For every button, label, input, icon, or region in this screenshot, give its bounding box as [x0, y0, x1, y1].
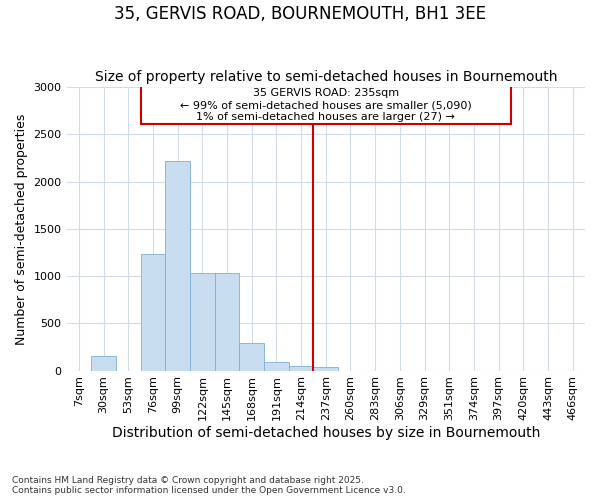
- Title: Size of property relative to semi-detached houses in Bournemouth: Size of property relative to semi-detach…: [95, 70, 557, 85]
- Text: Contains HM Land Registry data © Crown copyright and database right 2025.
Contai: Contains HM Land Registry data © Crown c…: [12, 476, 406, 495]
- Bar: [264, 362, 289, 370]
- Text: 35 GERVIS ROAD: 235sqm: 35 GERVIS ROAD: 235sqm: [253, 88, 399, 98]
- Bar: [289, 366, 313, 370]
- Bar: [215, 273, 239, 370]
- Bar: [91, 356, 116, 370]
- Text: 1% of semi-detached houses are larger (27) →: 1% of semi-detached houses are larger (2…: [196, 112, 455, 122]
- Bar: [239, 342, 264, 370]
- FancyBboxPatch shape: [140, 86, 511, 124]
- Bar: [165, 161, 190, 370]
- Y-axis label: Number of semi-detached properties: Number of semi-detached properties: [15, 113, 28, 344]
- Bar: [313, 367, 338, 370]
- Text: ← 99% of semi-detached houses are smaller (5,090): ← 99% of semi-detached houses are smalle…: [180, 100, 472, 110]
- Bar: [140, 254, 165, 370]
- Bar: [190, 273, 215, 370]
- Text: 35, GERVIS ROAD, BOURNEMOUTH, BH1 3EE: 35, GERVIS ROAD, BOURNEMOUTH, BH1 3EE: [114, 5, 486, 23]
- X-axis label: Distribution of semi-detached houses by size in Bournemouth: Distribution of semi-detached houses by …: [112, 426, 540, 440]
